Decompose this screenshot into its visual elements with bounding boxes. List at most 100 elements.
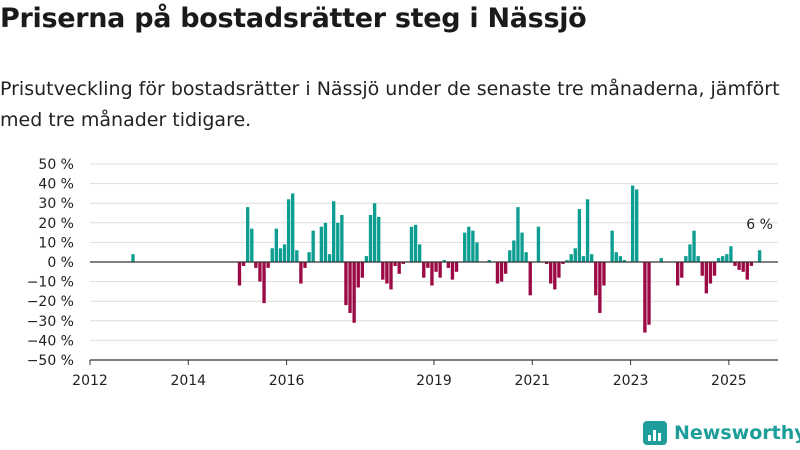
bar	[409, 226, 414, 262]
bar	[508, 250, 512, 262]
bar	[250, 228, 254, 262]
bar	[336, 222, 340, 262]
y-tick-label: 0 %	[47, 255, 74, 271]
bar	[749, 262, 754, 266]
x-tick-label: 2019	[416, 373, 452, 389]
x-axis: 2012 2014 2016 2019 2021 2023 2025	[72, 261, 778, 389]
y-tick-label: 30 %	[38, 196, 74, 212]
bar	[364, 256, 369, 262]
bar	[495, 262, 500, 284]
bar	[307, 252, 311, 262]
newsworthy-logo: Newsworthy	[643, 419, 800, 447]
bar	[610, 230, 614, 262]
bars	[131, 185, 762, 333]
y-tick-label: −10 %	[27, 275, 74, 291]
bar	[426, 262, 430, 268]
bar	[270, 248, 274, 262]
bar	[737, 262, 741, 270]
bar	[688, 244, 692, 262]
bar	[360, 262, 365, 278]
bar	[340, 214, 344, 262]
bar	[733, 262, 737, 266]
bar	[598, 262, 602, 313]
y-tick-label: 50 %	[38, 157, 74, 173]
x-tick-label: 2023	[613, 373, 649, 389]
bar	[454, 262, 459, 272]
bar	[520, 232, 524, 262]
annotations: 6 %	[746, 217, 773, 233]
bar	[618, 256, 623, 262]
logo-text: Newsworthy	[674, 422, 800, 444]
bar	[450, 262, 455, 280]
x-tick-label: 2016	[269, 373, 305, 389]
bar	[503, 262, 508, 274]
bar	[299, 262, 303, 284]
bar	[303, 262, 307, 268]
bar	[684, 256, 688, 262]
bar	[442, 260, 446, 262]
bar	[573, 248, 577, 262]
bar	[352, 262, 356, 323]
y-tick-label: 20 %	[38, 216, 74, 232]
bar	[266, 262, 270, 268]
bar	[446, 262, 451, 268]
bar	[422, 262, 426, 278]
y-tick-label: −30 %	[27, 314, 74, 330]
bar	[757, 250, 762, 262]
bar	[327, 254, 332, 262]
bar-chart: 50 % 40 % 30 % 20 % 10 % 0 % −10 % −20 % −30 % −4…	[27, 157, 778, 389]
bar	[389, 262, 393, 290]
bar	[344, 262, 348, 306]
bar	[524, 252, 528, 262]
page-subtitle: Prisutveckling för bostadsrätter i Nässj…	[0, 78, 780, 131]
bar	[463, 232, 467, 262]
bar	[565, 260, 569, 262]
bar	[397, 262, 401, 274]
bar	[594, 262, 598, 296]
bar	[692, 230, 696, 262]
bar	[393, 262, 397, 266]
bar	[401, 262, 405, 264]
bar	[413, 224, 418, 262]
bar	[499, 262, 504, 282]
x-tick-label: 2021	[514, 373, 550, 389]
bar	[282, 244, 287, 262]
y-tick-label: 10 %	[38, 235, 74, 251]
bar	[274, 228, 279, 262]
bar	[434, 262, 438, 272]
bar	[708, 262, 713, 284]
bar	[241, 262, 246, 266]
y-tick-label: −40 %	[27, 333, 74, 349]
bar	[286, 199, 291, 262]
bar	[311, 230, 315, 262]
bar	[471, 230, 475, 262]
bar	[725, 254, 729, 262]
bar	[643, 262, 647, 333]
bar	[630, 185, 635, 262]
bar	[245, 207, 250, 262]
bar	[348, 262, 352, 313]
bar	[561, 262, 565, 264]
bar	[675, 262, 680, 286]
bar	[237, 262, 242, 286]
bar	[712, 262, 717, 276]
bar	[258, 262, 262, 282]
bar	[528, 262, 532, 296]
bar	[467, 226, 471, 262]
bar	[569, 254, 573, 262]
y-axis-tick-labels: 50 % 40 % 30 % 20 % 10 % 0 % −10 % −20 % −30 % −4…	[27, 157, 74, 369]
annotation-label: 6 %	[746, 217, 773, 233]
logo-chart-icon	[643, 421, 667, 445]
bar	[581, 256, 586, 262]
bar	[577, 209, 582, 262]
bar	[356, 262, 360, 288]
bar	[553, 262, 557, 290]
y-tick-label: 40 %	[38, 177, 74, 193]
bar	[721, 256, 725, 262]
bar	[278, 248, 283, 262]
bar	[254, 262, 258, 268]
bar	[438, 262, 442, 278]
bar	[614, 252, 618, 262]
bar	[549, 262, 553, 284]
bar	[262, 262, 266, 304]
